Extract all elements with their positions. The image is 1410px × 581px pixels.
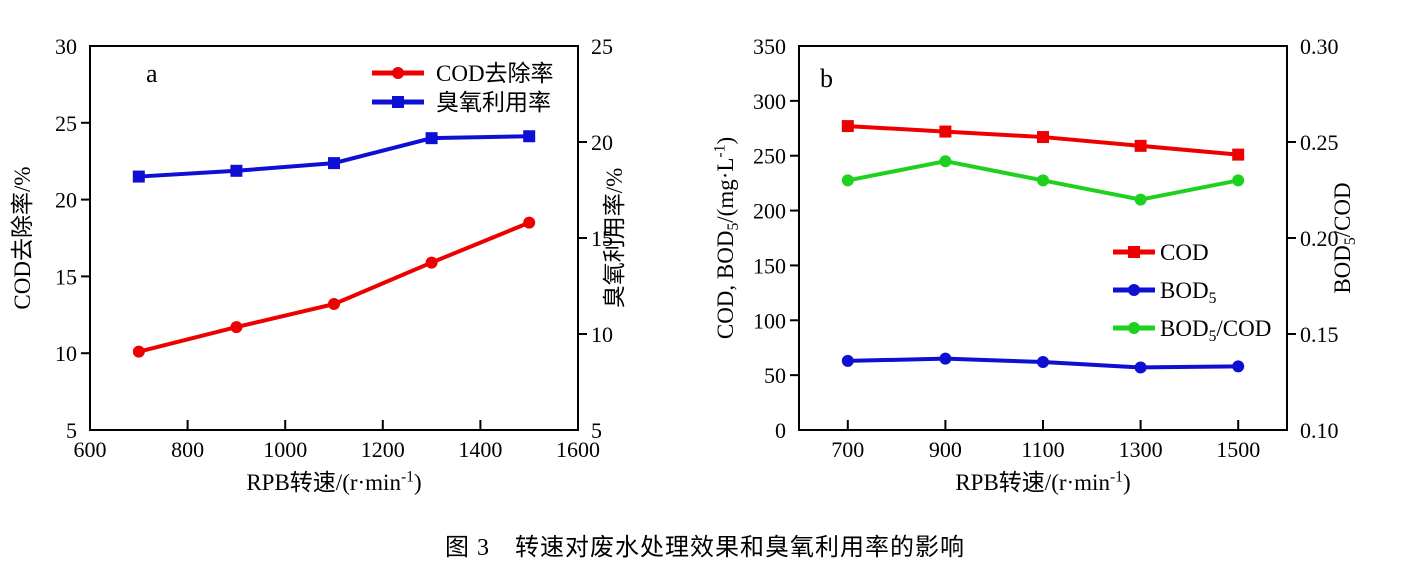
left-tick-label: 250 — [753, 144, 786, 169]
legend-0-marker-circle — [392, 67, 404, 79]
left-tick-label: 20 — [55, 188, 77, 213]
left-tick-label: 350 — [753, 34, 786, 59]
series-1-marker-circle — [939, 352, 952, 365]
series-line-0 — [136, 220, 532, 354]
x-tick-label: 1500 — [1216, 437, 1260, 462]
x-tick-label: 1000 — [263, 437, 307, 462]
left-tick-label: 10 — [55, 341, 77, 366]
x-tick-label: 800 — [171, 437, 204, 462]
legend-1-marker-square — [392, 96, 404, 108]
right-tick-label: 10 — [591, 322, 613, 347]
legend-label-1: BOD5 — [1160, 278, 1217, 307]
x-tick-label: 1400 — [458, 437, 502, 462]
series-1-marker-square — [230, 164, 243, 177]
left-tick-label: 100 — [753, 308, 786, 333]
series-0-marker-square — [939, 125, 952, 138]
series-1-marker-square — [132, 170, 145, 183]
series-1-marker-square — [425, 132, 438, 145]
series-line-1 — [136, 134, 532, 179]
series-0-marker-square — [1037, 131, 1049, 144]
series-0-marker-square — [1232, 148, 1245, 161]
series-2-marker-circle — [1232, 174, 1245, 187]
series-0-marker-square — [1134, 139, 1147, 152]
right-tick-label: 0.10 — [1300, 418, 1339, 443]
right-tick-label: 20 — [591, 130, 613, 155]
series-1-marker-circle — [1232, 360, 1245, 373]
x-tick-label: 1300 — [1119, 437, 1163, 462]
series-0-marker-circle — [230, 321, 243, 334]
left-tick-label: 300 — [753, 89, 786, 114]
left-tick-label: 15 — [55, 264, 77, 289]
legend-2-marker-circle — [1128, 322, 1140, 334]
legend-0-marker-square — [1128, 246, 1140, 258]
right-tick-label: 0.15 — [1300, 322, 1339, 347]
panel-label: b — [820, 64, 833, 93]
plot-frame — [798, 45, 1288, 431]
chart-a-panel: 600 800 1000 1200 1400 1600510152025305101520… — [10, 34, 627, 495]
left-tick-label: 30 — [55, 34, 77, 59]
x-axis-title: RPB转速/(r·min-1) — [246, 468, 421, 495]
series-1-marker-square — [328, 157, 340, 170]
series-2-marker-circle — [939, 155, 952, 168]
x-tick-label: 1100 — [1021, 437, 1064, 462]
series-0-marker-circle — [425, 256, 438, 269]
right-axis-title: BOD5/COD — [1330, 182, 1359, 293]
chart-b-panel: 700 900 1100 1300 1500 0 50 100 150 200 250 300 350 0… — [711, 34, 1359, 495]
left-tick-label: 0 — [775, 418, 786, 443]
right-tick-label: 25 — [591, 34, 613, 59]
x-tick-label: 1200 — [361, 437, 405, 462]
left-tick-label: 200 — [753, 199, 786, 224]
right-tick-label: 15 — [591, 226, 613, 251]
series-1-marker-circle — [841, 354, 854, 367]
figure-caption: 图 3 转速对废水处理效果和臭氧利用率的影响 — [445, 535, 965, 561]
x-tick-label: 1600 — [556, 437, 600, 462]
series-2-marker-circle — [1134, 193, 1147, 206]
series-0-marker-circle — [523, 216, 536, 229]
left-tick-label: 150 — [753, 253, 786, 278]
left-tick-label: 50 — [764, 363, 786, 388]
series-0-marker-circle — [328, 298, 340, 311]
left-tick-label: 25 — [55, 111, 77, 136]
series-0-marker-square — [841, 120, 854, 133]
left-axis-title: COD去除率/% — [10, 166, 35, 309]
right-tick-label: 5 — [591, 418, 602, 443]
series-0-marker-circle — [132, 345, 145, 358]
legend-label-2: BOD5/COD — [1160, 316, 1271, 345]
right-tick-label: 0.30 — [1300, 34, 1339, 59]
panel-label: a — [146, 59, 158, 88]
left-tick-label: 5 — [66, 418, 77, 443]
right-tick-label: 0.20 — [1300, 226, 1339, 251]
left-axis-title: COD, BOD5/(mg·L-1) — [711, 137, 742, 339]
series-1-marker-circle — [1037, 355, 1049, 368]
x-axis-title: RPB转速/(r·min-1) — [955, 468, 1130, 495]
x-tick-label: 900 — [929, 437, 962, 462]
legend-label-0: COD — [1160, 240, 1209, 265]
legend-1-marker-circle — [1128, 284, 1140, 296]
right-axis-title: 臭氧利用率/% — [602, 168, 627, 309]
series-2-marker-circle — [1037, 174, 1049, 187]
right-tick-label: 0.25 — [1300, 130, 1339, 155]
x-tick-label: 600 — [74, 437, 107, 462]
series-1-marker-circle — [1134, 361, 1147, 374]
series-2-marker-circle — [841, 174, 854, 187]
legend-label-0: COD去除率 — [436, 61, 554, 86]
series-1-marker-square — [523, 130, 536, 143]
legend-label-1: 臭氧利用率 — [436, 90, 551, 115]
x-tick-label: 700 — [831, 437, 864, 462]
